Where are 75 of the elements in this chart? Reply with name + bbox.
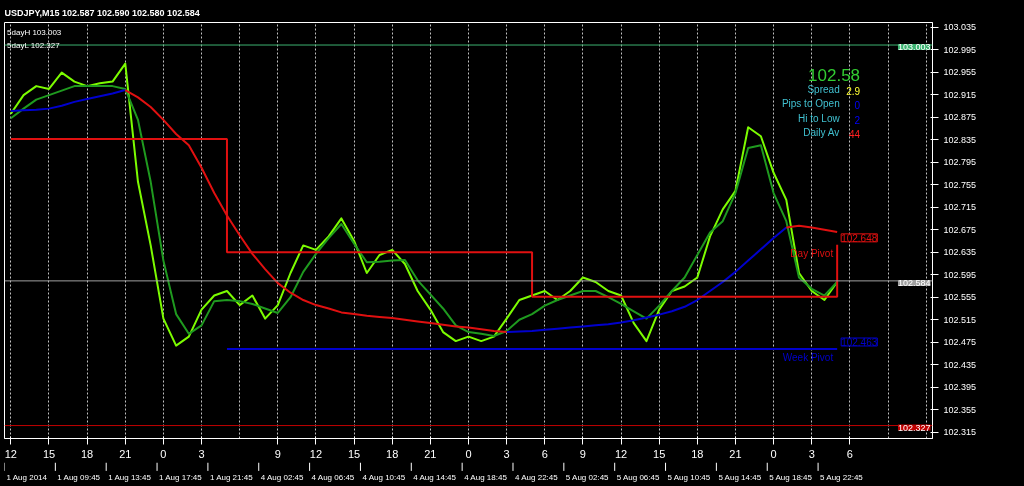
x-tick-label: 15 [42, 447, 56, 460]
x-tick-label: 3 [198, 447, 205, 460]
y-tick-label: 102.515 [943, 314, 977, 325]
annotation: Hi to Low [798, 112, 841, 124]
chart-title: USDJPY,M15 102.587 102.590 102.580 102.584 [4, 7, 200, 18]
y-tick-label: 102.715 [943, 202, 977, 213]
y-tick-label: 102.755 [943, 179, 977, 190]
x-tick-label: 6 [846, 447, 853, 460]
text: 1 Aug 13:45 [108, 473, 152, 483]
annotation: 102.463 [841, 337, 878, 348]
text: 4 Aug 10:45 [362, 473, 406, 483]
y-tick-label: 103.035 [943, 22, 977, 32]
y-tick-label: 102.795 [943, 157, 977, 168]
text: 1 Aug 09:45 [57, 473, 101, 483]
text: 4 Aug 22:45 [514, 473, 559, 483]
x-tick-label: 18 [386, 447, 399, 460]
y-tick-label: 102.395 [943, 382, 977, 393]
y-tick-label: 102.635 [943, 247, 977, 258]
text: 5 Aug 02:45 [565, 473, 610, 483]
text: 4 Aug 18:45 [464, 473, 508, 483]
text: 5 Aug 22:45 [820, 473, 864, 483]
x-tick-label: 12 [4, 447, 17, 460]
text: 4 Aug 02:45 [260, 473, 304, 483]
ref-line-label: 103.003 [897, 42, 931, 53]
x-tick-label: 15 [653, 447, 666, 460]
y-tick-label: 102.315 [943, 427, 977, 438]
text: 5 Aug 10:45 [667, 473, 711, 483]
annotation: 44 [848, 128, 861, 140]
y-tick-label: 102.435 [943, 359, 977, 370]
ref-line-label: 102.327 [897, 422, 931, 433]
annotation: 2 [854, 114, 861, 126]
ref-line-label: 102.584 [897, 277, 931, 288]
annotation: Pips to Open [781, 98, 840, 110]
annotation: 5dayH 103.003 [7, 28, 62, 38]
y-tick-label: 102.595 [943, 269, 977, 280]
annotation: Daily Av [803, 126, 840, 138]
y-tick-label: 102.555 [943, 292, 977, 303]
text: 4 Aug 06:45 [311, 473, 355, 483]
x-tick-label: 0 [465, 447, 472, 460]
x-tick-label: 18 [691, 447, 704, 460]
x-tick-label: 6 [541, 447, 548, 460]
y-tick-label: 102.355 [943, 404, 977, 415]
y-tick-label: 102.675 [943, 224, 977, 235]
x-tick-label: 0 [160, 447, 167, 460]
x-tick-label: 0 [770, 447, 777, 460]
text: 5 Aug 18:45 [769, 473, 813, 483]
x-tick-label: 21 [729, 447, 742, 460]
y-tick-label: 102.995 [943, 44, 977, 55]
annotation: Spread [807, 84, 840, 96]
x-tick-label: 3 [808, 447, 815, 460]
x-tick-label: 9 [579, 447, 586, 460]
x-tick-label: 9 [274, 447, 281, 460]
text: 4 Aug 14:45 [413, 473, 457, 483]
y-tick-label: 102.475 [943, 337, 977, 348]
text: 1 Aug 17:45 [159, 473, 203, 483]
y-tick-label: 102.875 [943, 112, 977, 123]
x-tick-label: 21 [119, 447, 132, 460]
x-tick-label: 12 [614, 447, 628, 460]
x-tick-label: 18 [81, 447, 94, 460]
x-tick-label: 15 [347, 447, 361, 460]
y-tick-label: 102.835 [943, 134, 977, 145]
text: 5 Aug 14:45 [718, 473, 762, 483]
y-tick-label: 102.955 [943, 67, 977, 78]
y-tick-label: 102.915 [943, 89, 977, 100]
annotation: 102.58 [808, 65, 861, 85]
x-tick-label: 21 [424, 447, 437, 460]
annotation: 0 [854, 100, 861, 112]
x-tick-label: 12 [309, 447, 323, 460]
text: 1 Aug 21:45 [209, 473, 254, 483]
annotation: 2.9 [846, 86, 861, 98]
annotation: 5dayL 102.327 [7, 41, 61, 51]
text: 5 Aug 06:45 [616, 473, 660, 483]
text: 1 Aug 2014 [6, 473, 48, 483]
x-tick-label: 3 [503, 447, 510, 460]
annotation: Week Pivot [782, 352, 834, 363]
